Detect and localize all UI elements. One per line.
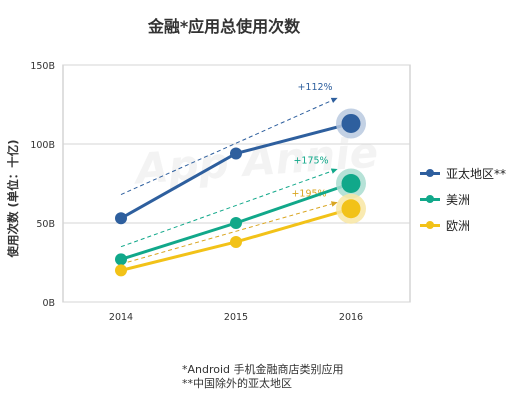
series-2-point-0 [115, 264, 127, 277]
growth-label-1: +175% [293, 155, 328, 166]
legend-label-apac: 亚太地区** [446, 167, 507, 181]
footnote-apac: **中国除外的亚太地区 [182, 377, 292, 390]
ytick-label-3: 150B [30, 61, 55, 72]
footnote-android: *Android 手机金融商店类别应用 [182, 363, 344, 376]
y-axis-label: 使用次数 (单位：十亿) [6, 139, 20, 258]
series-2-point-1 [230, 235, 242, 248]
legend-swatch-europe [420, 221, 440, 229]
legend-swatch-apac [420, 169, 440, 177]
series-2-point-2 [341, 199, 361, 219]
series-1-point-0 [115, 253, 127, 266]
legend-label-europe: 欧洲 [446, 219, 471, 233]
chart-title: 金融*应用总使用次数 [147, 17, 301, 36]
trend-line-2 [120, 201, 338, 265]
legend-label-americas: 美洲 [446, 193, 471, 207]
ytick-label-0: 0B [42, 298, 55, 309]
growth-label-2: +195% [291, 188, 326, 199]
trend-line-0 [120, 97, 338, 196]
ytick-label-1: 50B [36, 219, 55, 230]
xtick-label-2: 2016 [339, 312, 363, 323]
legend-dot-apac [426, 169, 434, 177]
footnotes: *Android 手机金融商店类别应用 **中国除外的亚太地区 [182, 363, 344, 391]
growth-label-0: +112% [297, 82, 332, 93]
series-1-point-1 [230, 217, 242, 229]
series-0-point-2 [341, 113, 361, 133]
legend-dot-americas [426, 195, 434, 203]
trend-line-1 [120, 168, 338, 248]
legend-swatch-americas [420, 195, 440, 203]
xtick-label-0: 2014 [109, 312, 133, 323]
ytick-label-2: 100B [30, 140, 55, 151]
series-0-point-0 [115, 212, 127, 225]
series-0-point-1 [230, 147, 242, 160]
xtick-label-1: 2015 [224, 312, 248, 323]
legend-dot-europe [426, 221, 434, 229]
series-1-point-2 [341, 174, 361, 193]
